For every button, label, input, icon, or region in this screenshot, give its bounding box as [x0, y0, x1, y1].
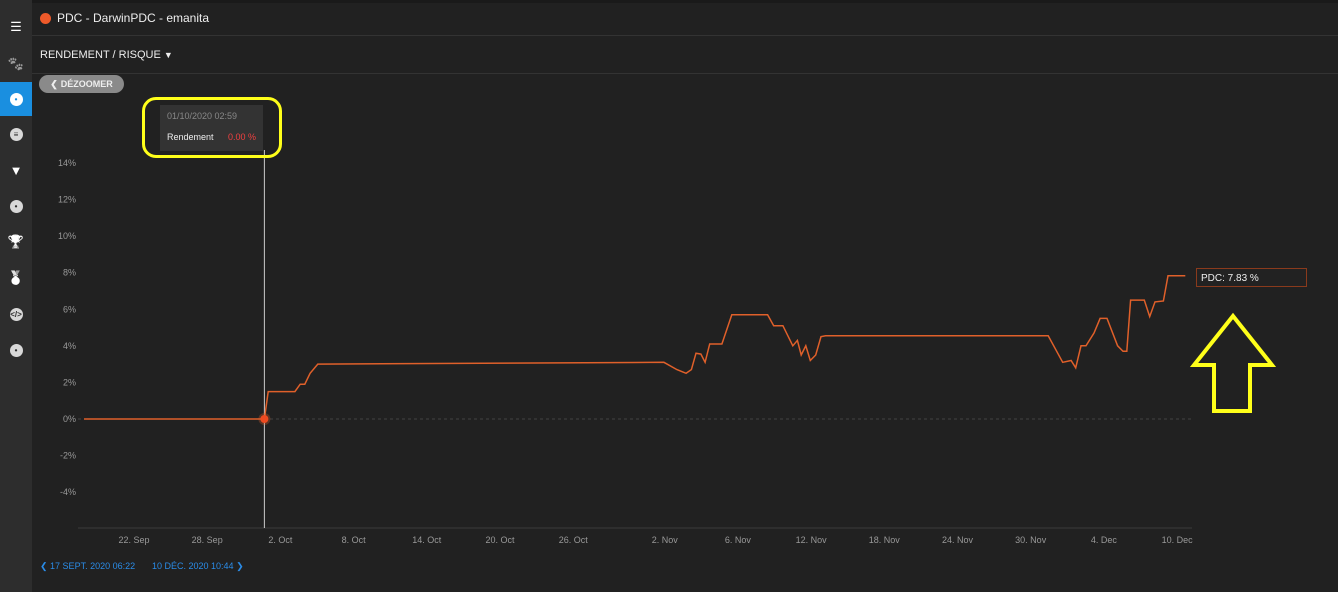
y-tick-label: 2%	[63, 377, 76, 387]
range-end: 10 DÉC. 2020 10:44	[152, 561, 234, 571]
divider	[32, 35, 1338, 36]
list-icon: ≡	[9, 127, 23, 141]
y-tick-label: 4%	[63, 341, 76, 351]
sidebar-item-dashboard[interactable]: ☰	[0, 10, 32, 44]
tooltip-value: 0.00 %	[227, 132, 256, 142]
trophy-icon: 🏆	[7, 234, 25, 249]
sidebar-item-trophy[interactable]: 🏆	[0, 225, 32, 259]
divider	[32, 73, 1338, 74]
chevron-left-icon: ❮	[50, 78, 58, 89]
highlight-ellipse	[142, 97, 282, 158]
chart-type-dropdown[interactable]: RENDEMENT / RISQUE ▼	[40, 49, 173, 61]
x-tick-label: 8. Oct	[342, 535, 367, 545]
window-title: PDC - DarwinPDC - emanita	[40, 11, 209, 25]
y-tick-label: 14%	[58, 158, 76, 168]
x-tick-label: 14. Oct	[412, 535, 442, 545]
sidebar: ☰ 🐾 • ≡ ▼ • 🏆 🏅 </> •	[0, 0, 32, 592]
series-last-value-flag: PDC: 7.83 %	[1196, 268, 1307, 287]
x-tick-label: 18. Nov	[869, 535, 901, 545]
dezoom-label: DÉZOOMER	[60, 79, 113, 89]
range-start: 17 SEPT. 2020 06:22	[50, 561, 136, 571]
chart-type-label: RENDEMENT / RISQUE	[40, 49, 161, 61]
x-tick-label: 12. Nov	[796, 535, 828, 545]
x-tick-label: 6. Nov	[725, 535, 752, 545]
speedometer-icon: •	[9, 199, 23, 213]
dezoom-button[interactable]: ❮ DÉZOOMER	[39, 75, 124, 93]
x-tick-label: 24. Nov	[942, 535, 974, 545]
sidebar-item-paw-hexagon[interactable]: •	[0, 82, 32, 116]
tooltip-date: 01/10/2020 02:59	[167, 111, 238, 121]
sidebar-item-medal[interactable]: 🏅	[0, 261, 32, 295]
series-line-pdc	[84, 275, 1186, 420]
y-tick-label: 12%	[58, 195, 76, 205]
chevron-right-icon: ❯	[233, 561, 244, 571]
x-tick-label: 26. Oct	[559, 535, 589, 545]
y-tick-label: -2%	[60, 451, 76, 461]
y-tick-label: 0%	[63, 414, 76, 424]
window-title-text: PDC - DarwinPDC - emanita	[57, 11, 210, 25]
sidebar-item-speedometer[interactable]: •	[0, 189, 32, 223]
top-bar	[32, 0, 1338, 3]
caret-down-icon: ▼	[163, 50, 173, 60]
chevron-left-icon: ❮	[40, 561, 51, 571]
x-tick-label: 2. Oct	[268, 535, 293, 545]
paw-icon: 🐾	[7, 56, 25, 71]
x-tick-label: 30. Nov	[1015, 535, 1047, 545]
code-icon: </>	[9, 307, 23, 321]
sidebar-item-list[interactable]: ≡	[0, 117, 32, 151]
y-tick-label: 6%	[63, 304, 76, 314]
hover-point	[260, 415, 269, 423]
up-arrow-icon	[1190, 312, 1276, 413]
filter-icon: ▼	[9, 162, 23, 178]
medal-icon: 🏅	[7, 270, 25, 285]
y-tick-label: -4%	[60, 487, 76, 497]
paw-hexagon-icon: •	[9, 92, 23, 106]
paw-circle-icon: •	[9, 343, 23, 357]
status-dot-icon	[40, 12, 51, 24]
x-tick-label: 10. Dec	[1162, 535, 1194, 545]
range-end-link[interactable]: 10 DÉC. 2020 10:44 ❯	[152, 561, 244, 572]
tooltip-label: Rendement	[167, 132, 214, 142]
x-tick-label: 28. Sep	[192, 535, 223, 545]
y-tick-label: 8%	[63, 268, 76, 278]
y-tick-label: 10%	[58, 231, 76, 241]
sidebar-item-filter[interactable]: ▼	[0, 153, 32, 187]
sidebar-item-paw-circle[interactable]: •	[0, 333, 32, 367]
x-tick-label: 2. Nov	[652, 535, 679, 545]
dashboard-icon: ☰	[10, 19, 22, 34]
x-tick-label: 22. Sep	[118, 535, 149, 545]
sidebar-item-code[interactable]: </>	[0, 297, 32, 331]
x-tick-label: 4. Dec	[1091, 535, 1118, 545]
tooltip: 01/10/2020 02:59 Rendement 0.00 %	[160, 105, 263, 151]
x-tick-label: 20. Oct	[485, 535, 515, 545]
range-start-link[interactable]: ❮ 17 SEPT. 2020 06:22	[40, 561, 135, 572]
sidebar-item-paw[interactable]: 🐾	[0, 47, 32, 81]
